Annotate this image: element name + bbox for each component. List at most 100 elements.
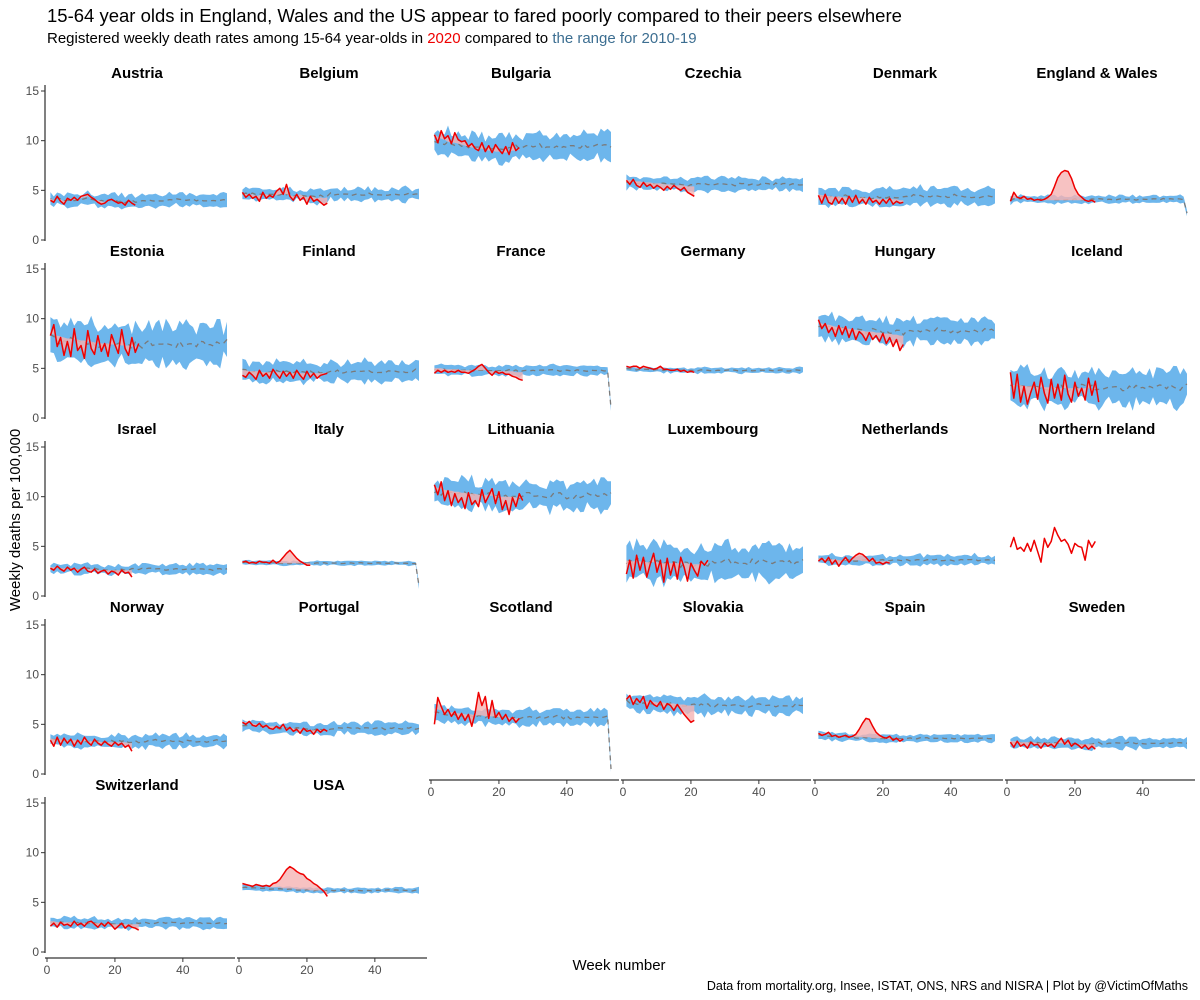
line-2020-netherlands (817, 552, 890, 567)
panel-austria: Austria 0 5 10 15 (26, 65, 228, 247)
panel-northern-ireland: Northern Ireland (1009, 421, 1156, 563)
range-band-2010-19 (1010, 194, 1187, 217)
panel-england-wales: England & Wales (1009, 65, 1188, 217)
subtitle-range-2010-19: the range for 2010-19 (552, 30, 697, 47)
line-2020-estonia (49, 323, 140, 360)
range-band-2010-19 (434, 704, 611, 772)
line-2020-sweden (1009, 737, 1096, 750)
line-2020-france (433, 363, 523, 382)
x-tick-label: 40 (176, 963, 190, 977)
line-2020-lithuania (433, 481, 524, 516)
line-2020-bulgaria (433, 129, 520, 156)
panel-title-usa: USA (313, 777, 345, 794)
panel-title-northern-ireland: Northern Ireland (1039, 421, 1156, 438)
panel-title-estonia: Estonia (110, 243, 165, 260)
y-tick-label: 15 (26, 84, 40, 98)
y-tick-label: 15 (26, 440, 40, 454)
y-tick-label: 5 (32, 895, 39, 909)
panel-belgium: Belgium (241, 65, 419, 206)
panel-spain: Spain 0 20 40 (812, 599, 1003, 799)
range-mean-line (818, 325, 996, 336)
range-mean-line (242, 561, 420, 587)
range-mean-line (625, 556, 804, 569)
range-mean-line (434, 489, 612, 500)
line-2020-switzerland (49, 920, 140, 931)
excess-fill-2020 (626, 179, 695, 197)
range-band-2010-19 (434, 474, 611, 516)
range-mean-line (1010, 741, 1188, 746)
y-tick-label: 0 (32, 233, 39, 247)
line-2020-northern-ireland (1009, 526, 1096, 563)
panel-title-finland: Finland (302, 243, 355, 260)
range-mean-line (242, 886, 420, 892)
y-tick-label: 0 (32, 589, 39, 603)
panel-title-luxembourg: Luxembourg (668, 421, 759, 438)
excess-fill-2020 (434, 481, 523, 515)
y-axis-label: Weekly deaths per 100,000 (7, 429, 24, 611)
range-band-2010-19 (50, 190, 228, 210)
range-band-2010-19 (626, 366, 803, 375)
x-axis-label: Week number (572, 957, 665, 974)
excess-fill-2020 (434, 692, 520, 727)
x-tick-label: 0 (236, 963, 243, 977)
panel-denmark: Denmark (817, 65, 996, 209)
chart-title: 15-64 year olds in England, Wales and th… (47, 5, 902, 26)
range-band-2010-19 (434, 363, 611, 411)
panel-norway: Norway 0 5 10 15 (26, 599, 228, 781)
y-tick-label: 10 (26, 134, 40, 148)
panel-usa: USA 0 20 40 (236, 777, 427, 977)
line-2020-iceland (1009, 372, 1100, 405)
panel-france: France (433, 243, 612, 411)
panel-title-netherlands: Netherlands (862, 421, 949, 438)
y-tick-label: 10 (26, 490, 40, 504)
y-tick-label: 5 (32, 539, 39, 553)
x-tick-label: 40 (560, 785, 574, 799)
panel-title-hungary: Hungary (875, 243, 937, 260)
range-mean-line (626, 367, 804, 372)
line-2020-spain (818, 717, 904, 742)
panel-title-england-wales: England & Wales (1036, 65, 1157, 82)
excess-fill-2020 (1010, 170, 1096, 203)
x-tick-label: 20 (108, 963, 122, 977)
range-mean-line (434, 140, 612, 151)
y-tick-label: 5 (32, 183, 39, 197)
panel-title-sweden: Sweden (1069, 599, 1126, 616)
line-2020-italy (242, 549, 311, 566)
panel-germany: Germany (626, 243, 804, 375)
x-tick-label: 0 (620, 785, 627, 799)
line-2020-usa (242, 865, 328, 897)
chart-subtitle: Registered weekly death rates among 15-6… (47, 30, 697, 47)
subtitle-lead: Registered weekly death rates among 15-6… (47, 30, 428, 47)
panel-title-germany: Germany (680, 243, 746, 260)
panel-title-lithuania: Lithuania (488, 421, 555, 438)
range-mean-line (49, 196, 228, 204)
line-2020-england-wales (1009, 169, 1096, 203)
range-band-2010-19 (818, 730, 995, 744)
x-tick-label: 20 (1068, 785, 1082, 799)
panel-portugal: Portugal (242, 599, 420, 737)
y-tick-label: 0 (32, 411, 39, 425)
line-2020-czechia (625, 178, 695, 197)
panel-italy: Italy (242, 421, 420, 589)
line-2020-finland (242, 368, 328, 381)
panel-iceland: Iceland (1009, 243, 1188, 412)
panel-title-iceland: Iceland (1071, 243, 1123, 260)
panel-title-slovakia: Slovakia (683, 599, 745, 616)
panel-title-spain: Spain (885, 599, 926, 616)
panel-title-belgium: Belgium (299, 65, 358, 82)
line-2020-portugal (242, 720, 328, 736)
line-2020-belgium (241, 183, 328, 206)
chart-caption: Data from mortality.org, Insee, ISTAT, O… (706, 979, 1188, 993)
x-tick-label: 0 (812, 785, 819, 799)
y-tick-label: 15 (26, 262, 40, 276)
subtitle-middle: compared to (460, 30, 553, 47)
panel-israel: Israel 0 5 10 15 (26, 421, 228, 603)
range-band-2010-19 (50, 732, 228, 751)
y-tick-label: 0 (32, 945, 39, 959)
excess-fill-2020 (434, 364, 523, 381)
range-band-2010-19 (818, 311, 995, 349)
y-tick-label: 5 (32, 717, 39, 731)
y-tick-label: 10 (26, 846, 40, 860)
range-band-2010-19 (50, 315, 228, 370)
